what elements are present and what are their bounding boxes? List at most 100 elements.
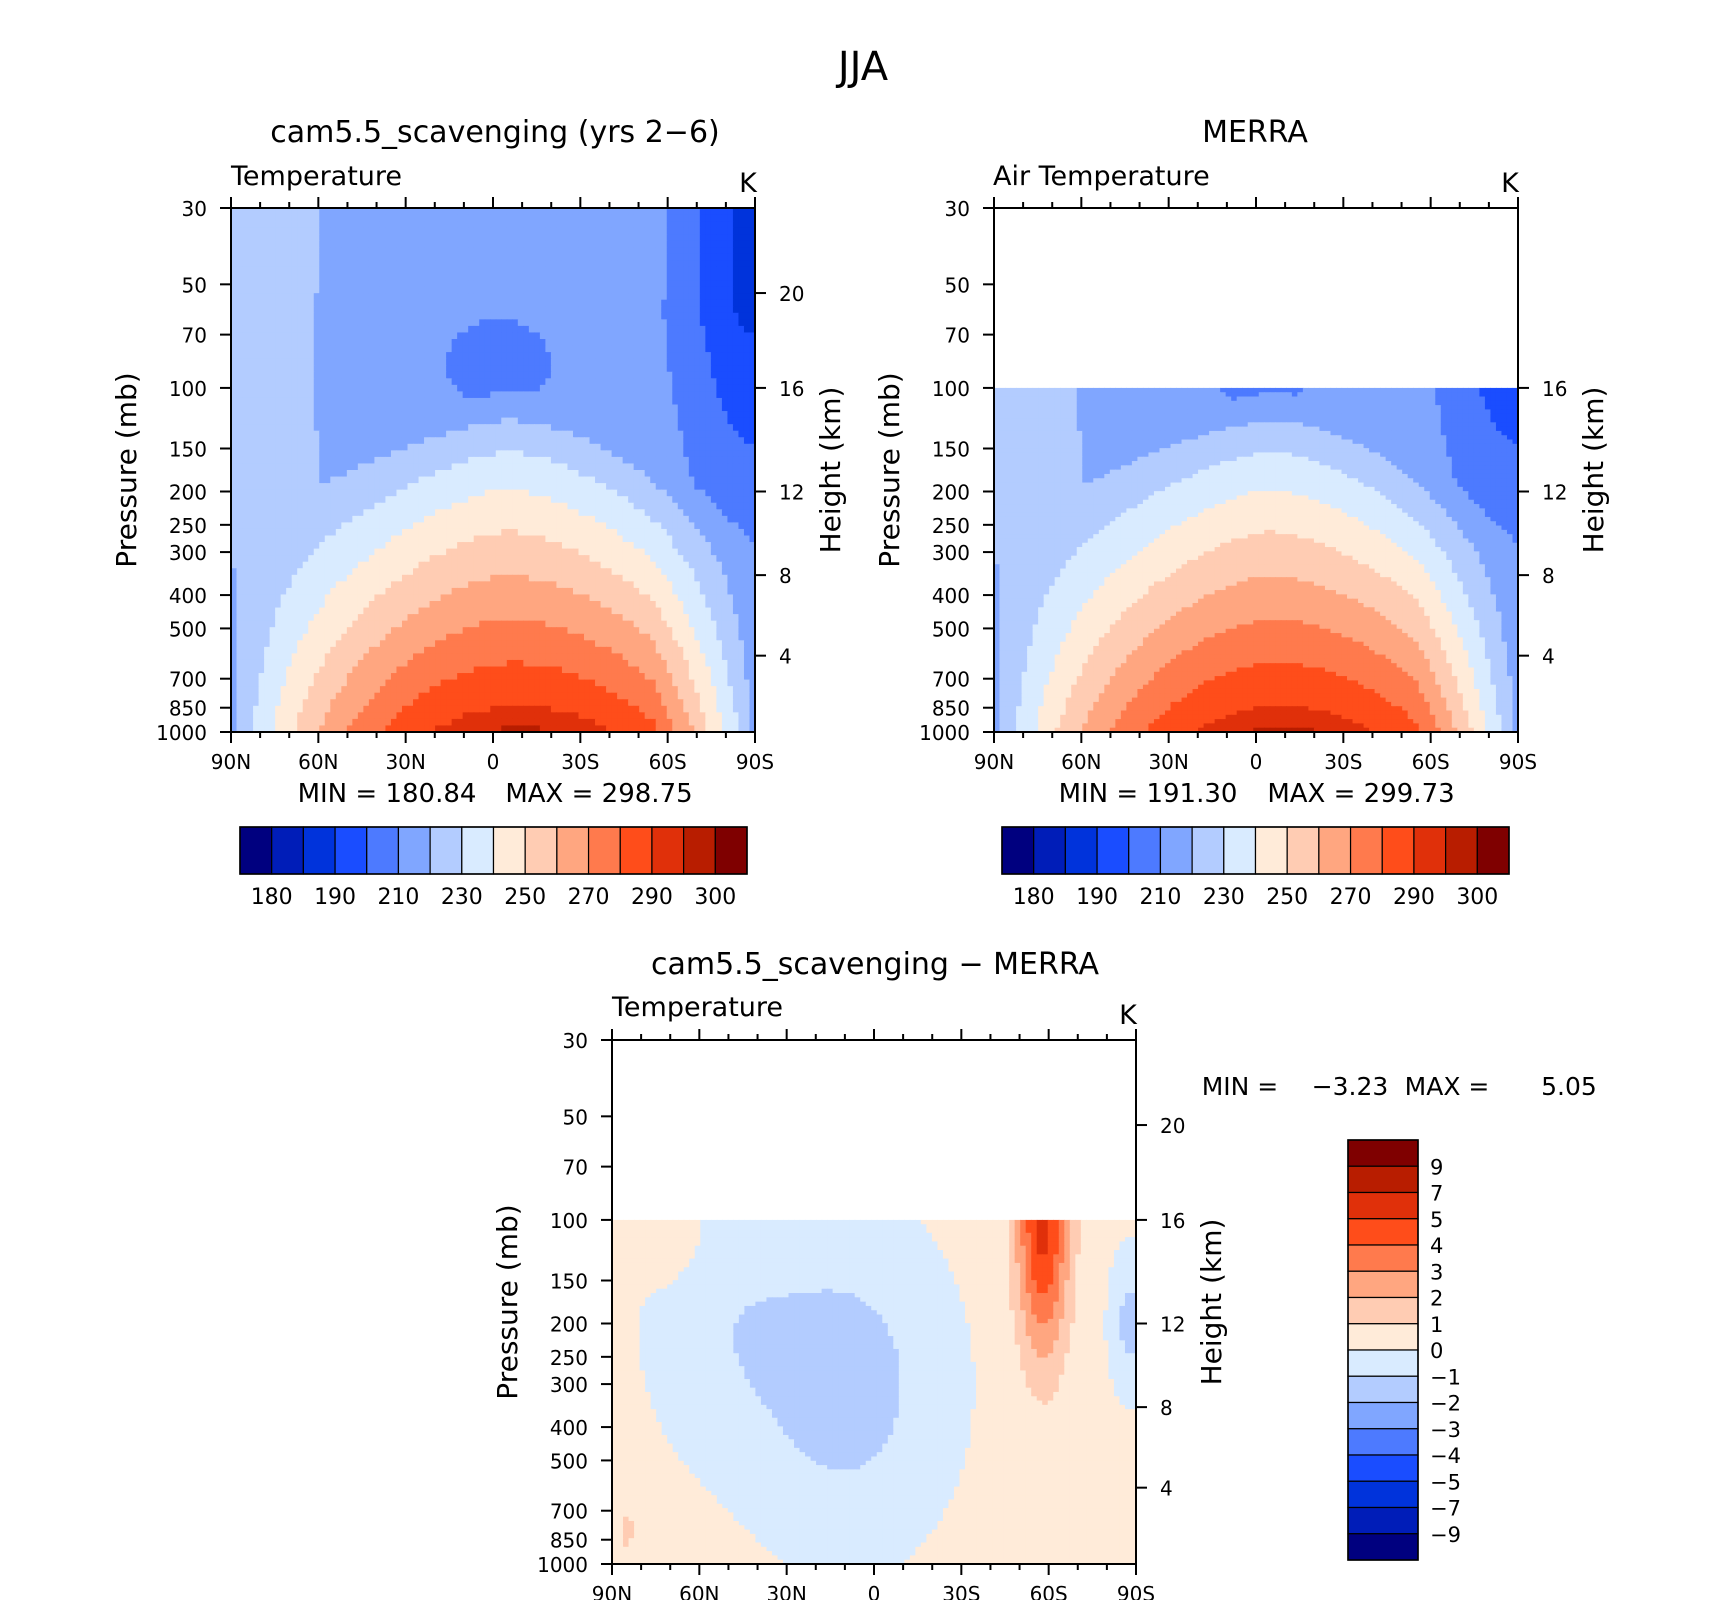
field-cell — [286, 535, 293, 543]
field-cell — [550, 450, 558, 458]
field-cell — [247, 365, 254, 373]
field-cell — [302, 509, 309, 517]
field-cell — [683, 411, 690, 419]
field-cell — [716, 280, 723, 288]
field-cell — [705, 476, 712, 484]
field-cell — [501, 476, 508, 484]
field-cell — [628, 509, 635, 517]
field-cell — [335, 496, 342, 504]
field-cell — [721, 476, 729, 484]
field-cell — [732, 260, 740, 268]
field-cell — [578, 430, 585, 438]
field-cell — [374, 522, 381, 530]
field-cell — [523, 528, 530, 537]
field-cell — [650, 260, 657, 268]
field-cell — [732, 542, 740, 550]
field-cell — [495, 299, 502, 307]
field-cell — [247, 522, 254, 530]
field-cell — [440, 450, 447, 458]
field-cell — [363, 299, 370, 307]
field-cell — [749, 221, 756, 229]
field-cell — [732, 319, 740, 327]
field-cell — [528, 358, 535, 366]
field-cell — [617, 352, 624, 360]
field-cell — [396, 404, 403, 412]
field-cell — [572, 443, 580, 451]
field-cell — [341, 522, 348, 530]
field-cell — [539, 411, 546, 419]
field-cell — [396, 358, 403, 366]
field-cell — [677, 358, 684, 366]
field-cell — [335, 214, 342, 222]
field-cell — [297, 483, 304, 491]
field-cell — [650, 352, 657, 360]
field-cell — [341, 371, 348, 379]
field-cell — [396, 522, 403, 530]
field-cell — [231, 352, 238, 360]
field-cell — [611, 266, 618, 275]
field-cell — [672, 384, 679, 392]
field-cell — [655, 437, 662, 445]
field-cell — [672, 450, 679, 458]
field-cell — [253, 509, 260, 517]
field-cell — [490, 411, 497, 419]
field-cell — [390, 247, 398, 255]
field-cell — [595, 247, 602, 255]
field-cell — [743, 358, 751, 366]
field-cell — [335, 450, 342, 458]
field-cell — [484, 463, 491, 471]
field-cell — [512, 208, 519, 216]
field-cell — [545, 456, 552, 465]
field-cell — [324, 430, 331, 438]
field-cell — [628, 319, 635, 327]
field-cell — [330, 378, 337, 386]
field-cell — [611, 463, 618, 471]
field-cell — [407, 208, 414, 216]
field-cell — [253, 489, 260, 497]
field-cell — [639, 299, 646, 307]
field-cell — [721, 345, 729, 353]
field-cell — [379, 397, 387, 406]
field-cell — [297, 293, 304, 301]
field-cell — [688, 273, 695, 281]
field-cell — [479, 240, 486, 248]
field-cell — [589, 528, 596, 537]
field-cell — [639, 535, 646, 543]
field-cell — [407, 483, 414, 491]
field-cell — [236, 397, 243, 406]
field-cell — [324, 489, 331, 497]
field-cell — [479, 548, 486, 556]
field-cell — [313, 352, 320, 360]
field-cell — [269, 352, 276, 360]
field-cell — [550, 293, 558, 301]
field-cell — [501, 345, 508, 353]
field-cell — [435, 352, 442, 360]
field-cell — [379, 509, 387, 517]
field-cell — [418, 463, 425, 471]
field-cell — [617, 221, 624, 229]
field-cell — [440, 548, 447, 556]
field-cell — [462, 502, 469, 510]
field-cell — [390, 542, 398, 550]
field-cell — [357, 496, 364, 504]
field-cell — [528, 286, 535, 294]
field-cell — [561, 312, 569, 320]
field-cell — [644, 456, 651, 465]
field-cell — [269, 502, 276, 510]
field-cell — [457, 515, 464, 523]
field-cell — [457, 470, 464, 478]
field-cell — [374, 221, 381, 229]
field-cell — [644, 535, 651, 543]
field-cell — [368, 306, 376, 314]
field-cell — [401, 456, 409, 465]
field-cell — [710, 535, 717, 543]
field-cell — [705, 221, 712, 229]
field-cell — [319, 214, 326, 222]
field-cell — [606, 470, 613, 478]
field-cell — [368, 430, 376, 438]
field-cell — [595, 391, 602, 399]
field-cell — [346, 306, 353, 314]
field-cell — [743, 384, 751, 392]
field-cell — [407, 339, 414, 347]
field-cell — [617, 332, 624, 340]
